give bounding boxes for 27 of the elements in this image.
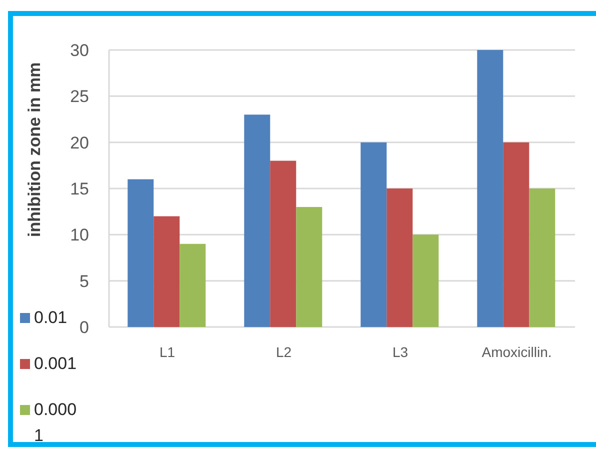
- legend-label: 0.01: [34, 308, 68, 327]
- bar: [128, 179, 154, 327]
- bar: [244, 114, 270, 327]
- bar: [154, 216, 180, 327]
- bar: [412, 234, 439, 327]
- y-tick-label: 5: [80, 272, 89, 291]
- bar: [270, 160, 296, 327]
- y-tick-label: 15: [70, 180, 89, 199]
- bar: [180, 244, 206, 327]
- bar: [360, 142, 387, 327]
- x-tick-label: L1: [159, 344, 176, 360]
- y-tick-label: 20: [70, 133, 89, 152]
- y-tick-label: 0: [80, 318, 89, 338]
- y-axis-title: inhibition zone in mm: [25, 62, 44, 238]
- bar: [386, 188, 413, 327]
- bar: [477, 50, 504, 327]
- x-tick-label: L2: [276, 344, 292, 360]
- y-tick-label: 30: [70, 41, 89, 60]
- bar: [503, 142, 530, 327]
- legend-label: 0.001: [34, 354, 77, 373]
- y-tick-label: 10: [70, 226, 89, 245]
- x-tick-label: L3: [392, 344, 408, 360]
- bar: [296, 206, 322, 327]
- y-tick-label: 25: [70, 87, 89, 106]
- legend-label: 0.0001: [34, 400, 77, 445]
- bar: [529, 188, 556, 327]
- x-tick-label: Amoxicillin.: [482, 344, 552, 360]
